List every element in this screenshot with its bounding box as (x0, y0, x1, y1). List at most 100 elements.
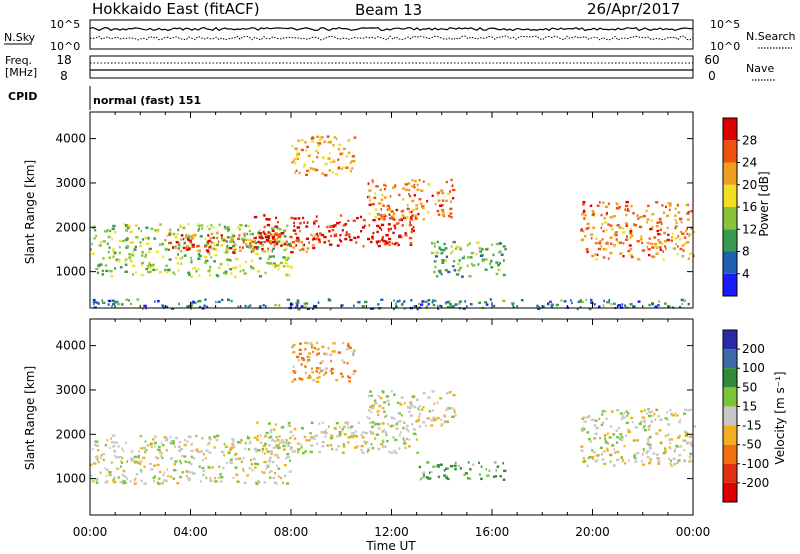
echo-cell (288, 274, 291, 277)
echo-cell (454, 247, 458, 250)
echo-cell (601, 458, 605, 461)
echo-cell (120, 460, 122, 463)
echo-cell (339, 372, 343, 375)
echo-cell (594, 432, 598, 435)
echo-cell (604, 441, 609, 444)
echo-cell (234, 275, 237, 278)
echo-cell (144, 450, 147, 454)
echo-cell (577, 300, 580, 303)
echo-cell (121, 447, 123, 450)
echo-cell (413, 183, 416, 187)
echo-cell (278, 304, 281, 307)
echo-cell (649, 459, 652, 463)
echo-cell (398, 299, 401, 302)
echo-cell (364, 431, 368, 435)
echo-cell (290, 216, 294, 220)
echo-cell (258, 481, 261, 484)
echo-cell (297, 359, 300, 362)
echo-cell (226, 236, 230, 239)
echo-cell (450, 251, 452, 255)
echo-cell (291, 145, 294, 148)
echo-cell (232, 440, 235, 443)
echo-cell (459, 248, 463, 251)
echo-cell (364, 300, 368, 304)
echo-cell (129, 457, 134, 460)
noise-tick-left-top: 10^5 (50, 18, 80, 31)
echo-cell (615, 231, 618, 234)
echo-cell (270, 233, 272, 236)
echo-cell (658, 217, 662, 221)
echo-cell (648, 447, 653, 450)
echo-cell (263, 214, 266, 217)
echo-cell (296, 151, 299, 154)
echo-cell (261, 244, 265, 247)
echo-cell (601, 238, 604, 241)
echo-cell (385, 433, 388, 437)
echo-cell (250, 458, 253, 462)
echo-cell (324, 367, 328, 370)
echo-cell (172, 246, 174, 250)
echo-cell (113, 476, 116, 479)
echo-cell (681, 255, 685, 258)
echo-cell (125, 441, 128, 445)
echo-cell (133, 455, 137, 459)
echo-cell (185, 233, 188, 237)
echo-cell (114, 231, 117, 234)
echo-cell (384, 445, 387, 448)
echo-cell (636, 451, 640, 455)
echo-cell (637, 300, 641, 303)
y-tick-label: 2000 (55, 220, 86, 234)
echo-cell (600, 213, 603, 217)
echo-cell (421, 471, 426, 474)
echo-cell (339, 426, 341, 429)
echo-cell (599, 446, 603, 450)
echo-cell (309, 450, 313, 454)
echo-cell (591, 457, 594, 460)
echo-cell (202, 458, 204, 462)
echo-cell (579, 306, 582, 309)
echo-cell (351, 167, 354, 170)
echo-cell (441, 423, 444, 426)
echo-cell (662, 211, 666, 214)
echo-cell (440, 273, 443, 276)
echo-cell (174, 246, 177, 250)
time-axis: 00:00 04:00 08:00 12:00 16:00 20:00 00:00 (73, 525, 711, 539)
echo-cell (606, 241, 609, 244)
echo-cell (203, 304, 206, 307)
echo-cell (632, 439, 636, 442)
echo-cell (657, 415, 660, 418)
nave-tick-top: 60 (704, 53, 719, 67)
echo-cell (398, 218, 402, 222)
echo-cell (269, 450, 273, 453)
echo-cell (664, 434, 667, 438)
echo-cell (176, 482, 180, 485)
echo-cell (120, 303, 124, 306)
echo-cell (433, 402, 436, 405)
echo-cell (188, 461, 191, 464)
echo-cell (393, 417, 396, 420)
echo-cell (334, 233, 338, 236)
echo-cell (666, 411, 669, 414)
nsky-trace (89, 26, 694, 32)
echo-cell (378, 240, 381, 243)
echo-cell (190, 256, 192, 260)
echo-cell (427, 303, 430, 306)
echo-cell (618, 437, 621, 440)
echo-cell (154, 445, 156, 448)
echo-cell (340, 304, 344, 307)
echo-cell (671, 236, 673, 239)
echo-cell (454, 461, 457, 465)
echo-cell (231, 443, 235, 446)
echo-cell (591, 455, 595, 459)
echo-cell (679, 418, 681, 421)
echo-cell (659, 418, 663, 422)
echo-cell (342, 445, 346, 448)
echo-cell (650, 219, 653, 222)
echo-cell (689, 233, 692, 236)
echo-cell (119, 481, 123, 484)
echo-cell (655, 201, 659, 204)
echo-cell (486, 474, 490, 477)
echo-cell (478, 247, 482, 250)
echo-cell (388, 213, 391, 216)
